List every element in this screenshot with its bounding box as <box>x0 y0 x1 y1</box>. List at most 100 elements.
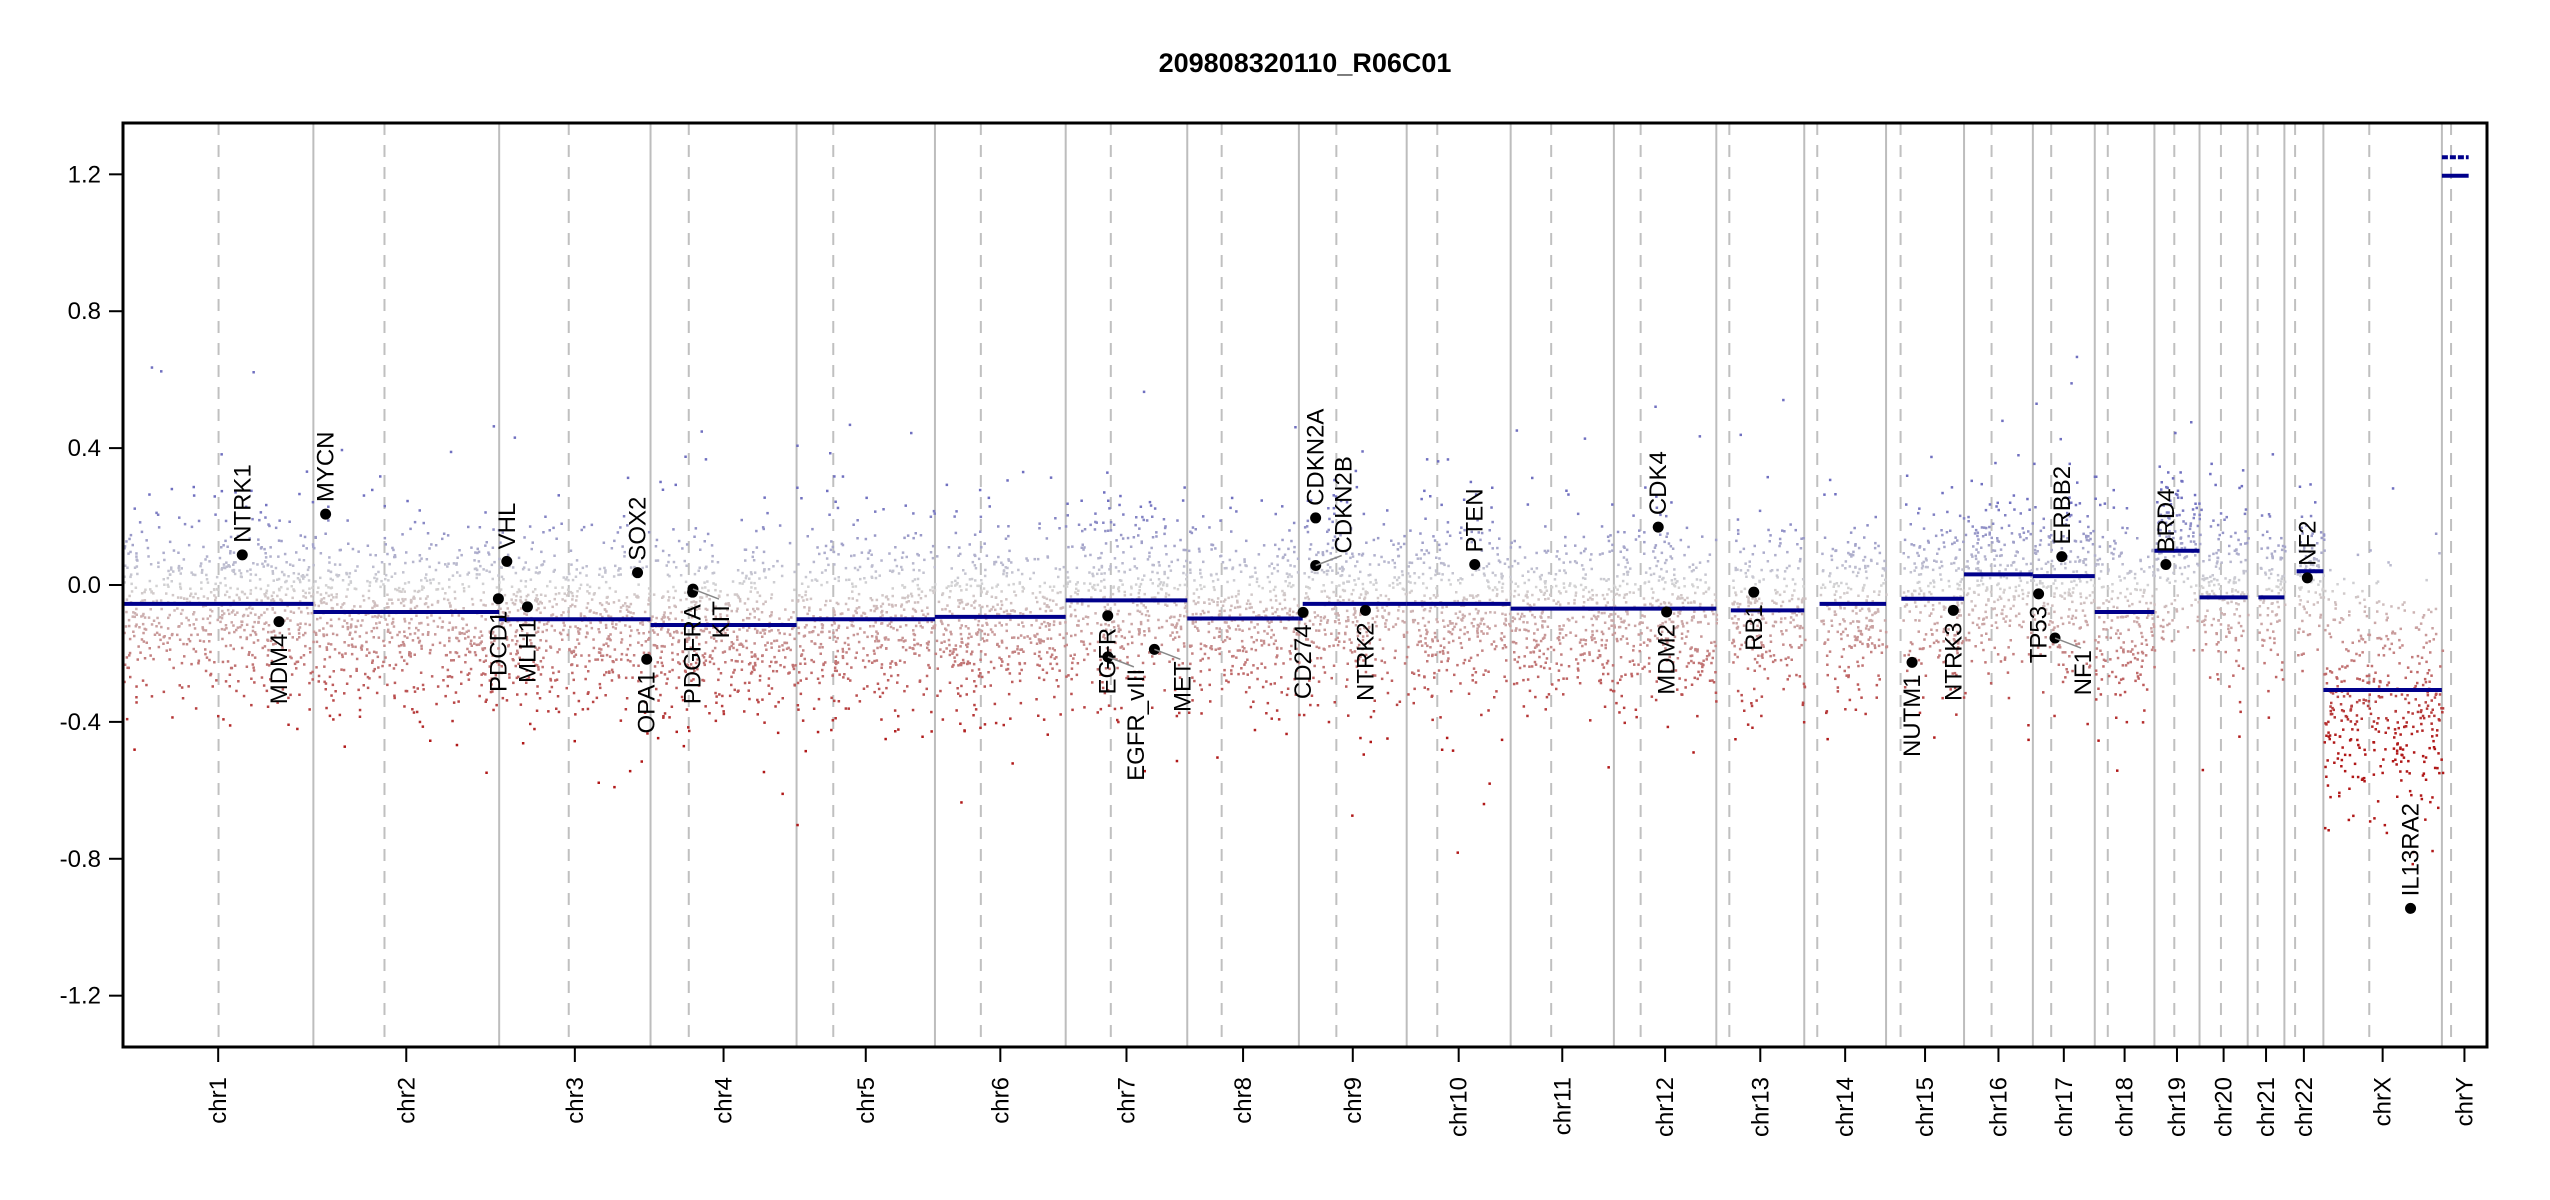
probe-point <box>1381 647 1385 650</box>
probe-point <box>810 579 814 582</box>
probe-point <box>1080 640 1083 643</box>
probe-point <box>1199 584 1202 587</box>
probe-point <box>1157 626 1161 630</box>
probe-point <box>308 591 311 595</box>
probe-point <box>271 572 275 575</box>
probe-point <box>1598 679 1601 683</box>
probe-point <box>1603 621 1607 624</box>
probe-point <box>1176 648 1180 651</box>
probe-point <box>1190 531 1194 535</box>
probe-point <box>1005 623 1008 626</box>
probe-point <box>1401 573 1404 577</box>
probe-point <box>1159 581 1163 584</box>
probe-point <box>515 676 519 680</box>
probe-point <box>886 624 890 627</box>
probe-point <box>140 615 143 618</box>
probe-point <box>1355 485 1359 489</box>
probe-point <box>1197 601 1200 604</box>
probe-point <box>249 592 252 595</box>
probe-point <box>256 639 260 642</box>
probe-point <box>1445 736 1449 740</box>
probe-point <box>878 695 882 698</box>
probe-point <box>1333 478 1336 482</box>
probe-point <box>515 594 518 598</box>
probe-point <box>832 631 835 634</box>
probe-point <box>507 643 510 647</box>
probe-point <box>555 603 558 606</box>
probe-point <box>375 580 378 583</box>
probe-point <box>542 656 545 660</box>
probe-point <box>1427 620 1430 624</box>
probe-point <box>1041 668 1045 671</box>
probe-point <box>1255 580 1259 584</box>
probe-point <box>155 599 159 603</box>
probe-point <box>855 651 858 654</box>
probe-point <box>1143 574 1146 577</box>
probe-point <box>605 626 608 629</box>
probe-point <box>1501 612 1504 616</box>
probe-point <box>1498 560 1502 564</box>
probe-point <box>187 543 191 547</box>
probe-point <box>237 596 241 599</box>
probe-point <box>912 568 915 572</box>
probe-point <box>1264 614 1267 618</box>
probe-point <box>1005 598 1008 601</box>
probe-point <box>958 602 962 605</box>
probe-point <box>1093 583 1096 587</box>
probe-point <box>913 638 916 641</box>
probe-point <box>1007 583 1011 587</box>
probe-point <box>901 568 904 571</box>
probe-point <box>449 605 452 608</box>
probe-point <box>333 648 337 651</box>
probe-point <box>536 685 539 688</box>
probe-point <box>436 588 440 591</box>
probe-point <box>763 628 767 632</box>
probe-point <box>755 546 759 549</box>
probe-point <box>1215 627 1218 630</box>
probe-point <box>390 636 394 639</box>
probe-point <box>980 582 984 585</box>
probe-point <box>972 690 976 693</box>
probe-point <box>881 614 884 617</box>
probe-point <box>1150 596 1154 600</box>
probe-point <box>144 588 147 591</box>
probe-point <box>641 566 644 570</box>
probe-point <box>585 624 588 628</box>
probe-point <box>1102 596 1105 599</box>
probe-point <box>302 633 305 637</box>
probe-point <box>1506 558 1509 561</box>
probe-point <box>1436 639 1439 643</box>
probe-point <box>885 611 888 614</box>
probe-point <box>1185 559 1188 563</box>
probe-point <box>514 634 517 638</box>
probe-point <box>371 661 374 664</box>
probe-point <box>447 562 450 565</box>
probe-point <box>1187 549 1191 553</box>
probe-point <box>880 559 883 562</box>
probe-point <box>1486 632 1489 635</box>
probe-point <box>1208 668 1211 672</box>
probe-point <box>1293 627 1296 631</box>
probe-point <box>714 615 717 618</box>
probe-point <box>1555 662 1558 665</box>
probe-point <box>1262 642 1266 645</box>
probe-point <box>1528 609 1532 613</box>
probe-point <box>942 633 945 636</box>
probe-point <box>692 627 696 631</box>
probe-point <box>171 593 175 597</box>
probe-point <box>349 581 353 584</box>
probe-point <box>460 632 464 635</box>
probe-point <box>897 728 900 731</box>
probe-point <box>524 598 528 602</box>
probe-point <box>833 669 837 672</box>
probe-point <box>1069 654 1072 657</box>
probe-point <box>841 650 845 653</box>
probe-point <box>284 593 288 596</box>
probe-point <box>138 626 141 629</box>
probe-point <box>852 624 855 628</box>
probe-point <box>1359 593 1363 596</box>
probe-point <box>618 567 621 570</box>
probe-point <box>194 592 197 596</box>
probe-point <box>310 611 313 615</box>
probe-point <box>1339 595 1342 598</box>
